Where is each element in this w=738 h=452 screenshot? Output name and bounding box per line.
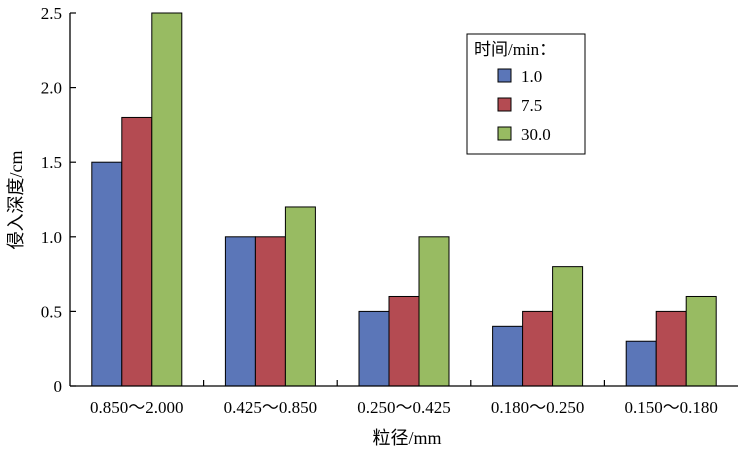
y-axis-title: 侵入深度/cm: [6, 151, 26, 250]
bar-30.0-3: [552, 266, 584, 387]
legend-box: [466, 33, 586, 155]
y-tick-label: 2.5: [41, 4, 62, 23]
legend-swatch-1.0: [497, 68, 512, 83]
bar-1.0-2: [358, 310, 390, 387]
plot-area: [91, 12, 717, 387]
bar-7.5-3: [522, 310, 554, 387]
legend-label-30.0: 30.0: [521, 125, 551, 144]
x-axis-title: 粒径/mm: [372, 428, 441, 448]
x-tick-label: 0.150～0.180: [624, 398, 718, 417]
x-axis-ticks: 0.850～2.000 0.425～0.850 0.250～0.425 0.180～0…: [90, 380, 718, 417]
bar-30.0-0: [151, 12, 183, 387]
legend-label-1.0: 1.0: [521, 67, 542, 86]
x-tick-label: 0.425～0.850: [224, 398, 318, 417]
y-tick-label: 1.5: [41, 153, 62, 172]
x-tick-label: 0.250～0.425: [357, 398, 451, 417]
x-tick-label: 0.850～2.000: [90, 398, 184, 417]
legend-swatch-7.5: [497, 97, 512, 112]
y-axis-ticks: 0 0.5 1.0 1.5 2.0 2.5: [41, 4, 76, 396]
bar-1.0-0: [91, 161, 123, 387]
x-tick-label: 0.180～0.250: [491, 398, 585, 417]
legend-label-7.5: 7.5: [521, 96, 542, 115]
y-tick-label: 0: [54, 377, 63, 396]
bar-30.0-4: [685, 295, 717, 387]
bar-1.0-3: [492, 325, 524, 387]
bar-1.0-4: [625, 340, 657, 387]
bar-7.5-4: [655, 310, 687, 387]
bar-30.0-1: [284, 206, 316, 387]
legend: 时间/min： 1.0 7.5 30.0: [466, 33, 586, 155]
legend-swatch-30.0: [497, 126, 512, 141]
legend-title: 时间/min：: [474, 40, 556, 59]
bar-7.5-2: [388, 295, 420, 387]
bar-30.0-2: [418, 236, 450, 387]
y-tick-label: 2.0: [41, 79, 62, 98]
y-tick-label: 1.0: [41, 228, 62, 247]
bar-7.5-0: [121, 116, 153, 387]
y-tick-label: 0.5: [41, 302, 62, 321]
bar-7.5-1: [254, 236, 286, 387]
bar-1.0-1: [224, 236, 256, 387]
